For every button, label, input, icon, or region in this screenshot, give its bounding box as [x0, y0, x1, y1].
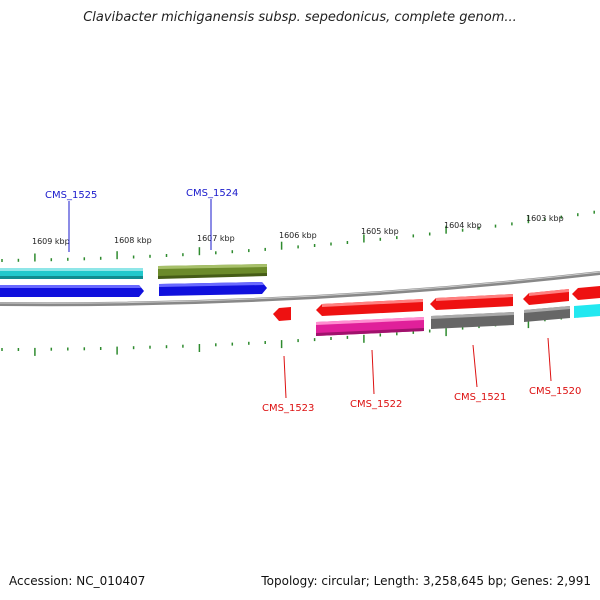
scale-label: 1608 kbp [114, 236, 152, 245]
gene-cms-1523[interactable] [273, 307, 291, 321]
scale-label: 1606 kbp [279, 231, 317, 240]
gene-cms-1522[interactable] [316, 299, 423, 316]
label-leader [283, 355, 287, 399]
tick-row-top [1, 210, 595, 262]
gene-olive[interactable] [158, 264, 267, 279]
scale-label: 1609 kbp [32, 237, 70, 246]
label-leader [371, 349, 375, 395]
scale-label: 1607 kbp [197, 234, 235, 243]
accession-label: Accession: NC_010407 [9, 574, 146, 588]
scale-label: 1605 kbp [361, 227, 399, 236]
gene-label-cms-1525[interactable]: CMS_1525 [45, 190, 97, 201]
gene-cms-1520[interactable] [523, 289, 569, 305]
gene-red-right-edge[interactable] [572, 286, 600, 300]
gene-label-cms-1524[interactable]: CMS_1524 [186, 188, 238, 199]
gene-cyan-left[interactable] [0, 268, 143, 279]
gene-label-cms-1523[interactable]: CMS_1523 [262, 403, 314, 414]
gene-blue-right[interactable] [159, 282, 267, 296]
gene-cyan-right-edge[interactable] [574, 304, 600, 318]
scale-label: 1604 kbp [444, 221, 482, 230]
genome-backbone [0, 271, 600, 307]
genome-backbone-highlight [0, 271, 600, 304]
label-leader [472, 344, 478, 388]
scale-label: 1603 kbp [526, 214, 564, 223]
gene-gray-2[interactable] [524, 306, 570, 322]
gene-gray-1[interactable] [431, 312, 514, 329]
gene-label-cms-1522[interactable]: CMS_1522 [350, 399, 402, 410]
gene-pink[interactable] [316, 317, 424, 336]
genome-summary: Topology: circular; Length: 3,258,645 bp… [261, 574, 591, 588]
gene-cms-1521[interactable] [430, 294, 513, 310]
gene-label-cms-1521[interactable]: CMS_1521 [454, 392, 506, 403]
label-leader [547, 337, 552, 382]
gene-label-cms-1520[interactable]: CMS_1520 [529, 386, 581, 397]
map-title: Clavibacter michiganensis subsp. sepedon… [83, 10, 517, 25]
gene-blue-left[interactable] [0, 285, 144, 297]
